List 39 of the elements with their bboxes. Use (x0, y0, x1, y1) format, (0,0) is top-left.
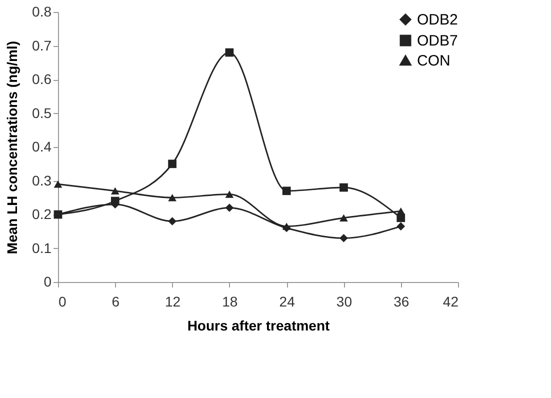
y-tick-label: 0.1 (32, 240, 52, 256)
point (282, 186, 291, 196)
point (110, 196, 120, 206)
point (54, 210, 62, 219)
point (225, 190, 234, 198)
legend-label: ODB2 (417, 12, 458, 28)
x-tick-label: 0 (58, 294, 66, 310)
point (396, 208, 406, 215)
y-tick-label: 0.7 (32, 37, 52, 54)
point (54, 180, 62, 188)
point (340, 183, 348, 192)
legend-label: ODB7 (417, 32, 458, 50)
x-axis-title: Hours after treatment (187, 318, 330, 334)
y-tick-label: 0.8 (32, 4, 52, 20)
point (282, 222, 291, 230)
x-tick-label: 42 (442, 294, 459, 310)
y-tick-label: 0 (44, 274, 52, 290)
point (340, 234, 348, 242)
point (110, 187, 120, 194)
point (225, 48, 234, 57)
point (168, 160, 176, 168)
x-tick-label: 6 (112, 294, 120, 310)
y-tick-label: 0.3 (32, 172, 52, 188)
point (340, 214, 348, 222)
legend-label: CON (417, 52, 450, 70)
y-axis-title: Mean LH concentrations (ng/ml) (4, 40, 20, 254)
y-tick-label: 0.5 (32, 104, 52, 121)
x-tick-label: 24 (279, 294, 296, 310)
point (168, 194, 176, 202)
y-tick-label: 0.4 (32, 138, 52, 154)
x-tick-label: 18 (222, 294, 238, 310)
x-tick-label: 36 (394, 294, 410, 310)
x-tick-label: 12 (164, 294, 181, 310)
y-tick-label: 0.2 (32, 206, 52, 222)
y-tick-label: 0.6 (32, 71, 52, 87)
point (225, 204, 234, 212)
point (168, 217, 176, 226)
point (396, 222, 406, 230)
x-tick-label: 30 (336, 294, 352, 310)
